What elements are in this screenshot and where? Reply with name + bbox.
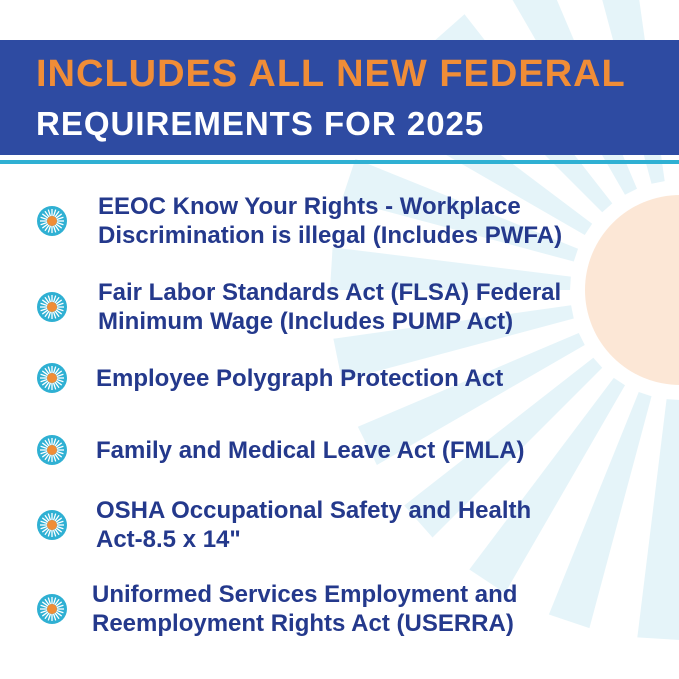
header-banner — [0, 40, 679, 155]
sunburst-icon — [36, 434, 68, 466]
list-item: Employee Polygraph Protection Act — [0, 362, 679, 394]
sunburst-icon — [36, 593, 68, 625]
banner-subheadline: REQUIREMENTS FOR 2025 — [36, 105, 485, 142]
item-text: EEOC Know Your Rights - Workplace Discri… — [98, 192, 562, 250]
list-item: EEOC Know Your Rights - Workplace Discri… — [0, 192, 679, 250]
requirements-list: EEOC Know Your Rights - Workplace Discri… — [0, 192, 679, 638]
list-item: Family and Medical Leave Act (FMLA) — [0, 434, 679, 466]
item-line-1: Employee Polygraph Protection Act — [96, 364, 504, 392]
item-line-1: Fair Labor Standards Act (FLSA) Federal — [98, 279, 562, 306]
list-item: OSHA Occupational Safety and Health Act-… — [0, 496, 679, 554]
sunburst-icon — [36, 362, 68, 394]
item-line-2: Reemployment Rights Act (USERRA) — [92, 610, 514, 637]
item-text: Uniformed Services Employment and Reempl… — [92, 580, 517, 638]
sunburst-icon — [36, 509, 68, 541]
list-item: Uniformed Services Employment and Reempl… — [0, 580, 679, 638]
item-line-2: Act-8.5 x 14" — [96, 526, 241, 553]
item-text: Fair Labor Standards Act (FLSA) Federal … — [98, 278, 561, 336]
item-text: Family and Medical Leave Act (FMLA) — [96, 436, 525, 465]
item-line-2: Minimum Wage (Includes PUMP Act) — [98, 308, 514, 335]
item-text: Employee Polygraph Protection Act — [96, 364, 503, 393]
item-line-2: Discrimination is illegal (Includes PWFA… — [98, 222, 563, 249]
banner-headline: INCLUDES ALL NEW FEDERAL — [36, 53, 626, 95]
item-line-1: Uniformed Services Employment and — [92, 581, 518, 608]
divider-line — [0, 160, 679, 164]
item-text: OSHA Occupational Safety and Health Act-… — [96, 496, 531, 554]
sunburst-icon — [36, 291, 68, 323]
item-line-1: EEOC Know Your Rights - Workplace — [98, 193, 521, 220]
sunburst-icon — [36, 205, 68, 237]
item-line-1: Family and Medical Leave Act (FMLA) — [96, 436, 525, 464]
list-item: Fair Labor Standards Act (FLSA) Federal … — [0, 278, 679, 336]
item-line-1: OSHA Occupational Safety and Health — [96, 497, 532, 524]
